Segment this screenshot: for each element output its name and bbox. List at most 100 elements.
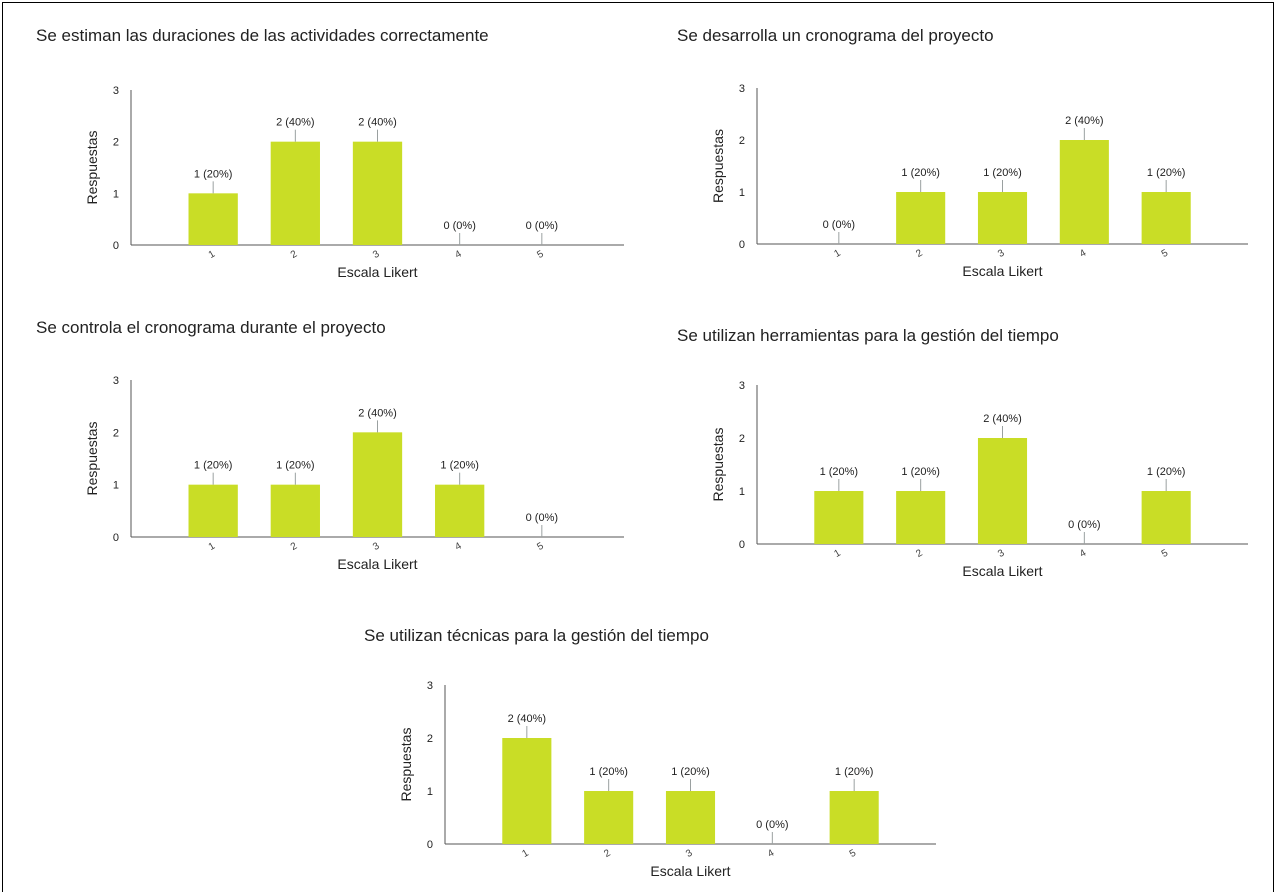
chart-title: Se utilizan herramientas para la gestión… <box>677 326 1059 345</box>
y-tick-label: 0 <box>113 240 119 252</box>
bar-data-label: 2 (40%) <box>276 117 315 129</box>
x-tick-label: 5 <box>848 847 859 860</box>
bar <box>352 141 403 245</box>
x-tick-label: 2 <box>289 248 300 261</box>
x-tick-label: 3 <box>996 247 1007 260</box>
y-tick-label: 2 <box>427 733 433 745</box>
x-tick-label: 4 <box>766 847 777 860</box>
bar-data-label: 1 (20%) <box>440 460 479 472</box>
bar-data-label: 1 (20%) <box>589 766 628 778</box>
x-tick-label: 1 <box>832 547 843 560</box>
y-tick-label: 0 <box>113 532 119 544</box>
y-axis-label: Respuestas <box>398 728 414 802</box>
y-tick-label: 1 <box>427 786 433 798</box>
bar-data-label: 1 (20%) <box>1147 466 1186 478</box>
bar-data-label: 0 (0%) <box>526 512 558 524</box>
x-tick-label: 5 <box>535 248 546 261</box>
bar <box>188 484 238 537</box>
bar <box>502 738 552 844</box>
x-tick-label: 2 <box>602 847 613 860</box>
x-tick-label: 5 <box>1160 547 1171 560</box>
bar-data-label: 1 (20%) <box>276 460 315 472</box>
bar-data-label: 1 (20%) <box>1147 167 1186 179</box>
y-tick-label: 3 <box>113 375 119 387</box>
bar <box>1141 192 1191 244</box>
bar <box>665 791 716 844</box>
bar-data-label: 1 (20%) <box>194 460 233 472</box>
x-tick-label: 4 <box>1078 247 1089 260</box>
bar <box>814 491 864 544</box>
bar-data-label: 2 (40%) <box>358 117 397 129</box>
y-tick-label: 1 <box>113 480 119 492</box>
x-tick-label: 3 <box>996 547 1007 560</box>
y-tick-label: 0 <box>427 839 433 851</box>
bar <box>188 193 238 245</box>
bar-data-label: 0 (0%) <box>1068 519 1100 531</box>
x-tick-label: 3 <box>371 540 382 553</box>
x-axis-label: Escala Likert <box>650 863 730 879</box>
x-tick-label: 2 <box>914 247 925 260</box>
bar <box>896 192 946 244</box>
y-tick-label: 1 <box>113 188 119 200</box>
y-tick-label: 2 <box>113 137 119 149</box>
bar-data-label: 0 (0%) <box>756 819 788 831</box>
x-tick-label: 1 <box>207 540 218 553</box>
x-axis-label: Escala Likert <box>337 556 417 572</box>
bar <box>896 491 946 544</box>
bar <box>1059 140 1109 244</box>
x-tick-label: 1 <box>520 847 531 860</box>
y-tick-label: 2 <box>739 433 745 445</box>
y-tick-label: 0 <box>739 539 745 551</box>
y-tick-label: 3 <box>739 83 745 95</box>
x-axis-label: Escala Likert <box>962 563 1042 579</box>
y-tick-label: 1 <box>739 486 745 498</box>
y-axis-label: Respuestas <box>710 428 726 502</box>
bar-data-label: 1 (20%) <box>983 167 1022 179</box>
bar-data-label: 2 (40%) <box>358 407 397 419</box>
bar-data-label: 0 (0%) <box>526 220 558 232</box>
x-tick-label: 1 <box>832 247 843 260</box>
bar-data-label: 1 (20%) <box>835 766 874 778</box>
y-tick-label: 3 <box>739 380 745 392</box>
x-tick-label: 3 <box>684 847 695 860</box>
bar <box>270 484 320 537</box>
bar <box>584 791 634 844</box>
bar-data-label: 2 (40%) <box>508 713 547 725</box>
x-axis-label: Escala Likert <box>962 263 1042 279</box>
y-tick-label: 3 <box>427 680 433 692</box>
chart-title: Se desarrolla un cronograma del proyecto <box>677 26 994 45</box>
chart-title: Se utilizan técnicas para la gestión del… <box>364 626 709 645</box>
bar <box>435 484 485 537</box>
x-tick-label: 4 <box>453 540 464 553</box>
bar-data-label: 1 (20%) <box>901 466 940 478</box>
y-axis-label: Respuestas <box>84 422 100 496</box>
y-tick-label: 3 <box>113 85 119 97</box>
chart-title: Se controla el cronograma durante el pro… <box>36 318 386 337</box>
x-tick-label: 5 <box>535 540 546 553</box>
bar <box>977 192 1028 244</box>
x-tick-label: 1 <box>207 248 218 261</box>
y-tick-label: 2 <box>113 427 119 439</box>
bar <box>270 141 320 245</box>
x-tick-label: 2 <box>914 547 925 560</box>
x-tick-label: 4 <box>453 248 464 261</box>
bar-data-label: 0 (0%) <box>443 220 475 232</box>
bar-data-label: 1 (20%) <box>901 167 940 179</box>
bar-data-label: 1 (20%) <box>194 168 233 180</box>
bar <box>1141 491 1191 544</box>
bar <box>977 438 1028 544</box>
bar-data-label: 1 (20%) <box>820 466 859 478</box>
y-axis-label: Respuestas <box>84 131 100 205</box>
y-tick-label: 2 <box>739 135 745 147</box>
bar-data-label: 2 (40%) <box>1065 115 1104 127</box>
x-tick-label: 2 <box>289 540 300 553</box>
x-tick-label: 5 <box>1160 247 1171 260</box>
bar-data-label: 2 (40%) <box>983 413 1022 425</box>
bar <box>829 791 879 844</box>
y-tick-label: 1 <box>739 187 745 199</box>
